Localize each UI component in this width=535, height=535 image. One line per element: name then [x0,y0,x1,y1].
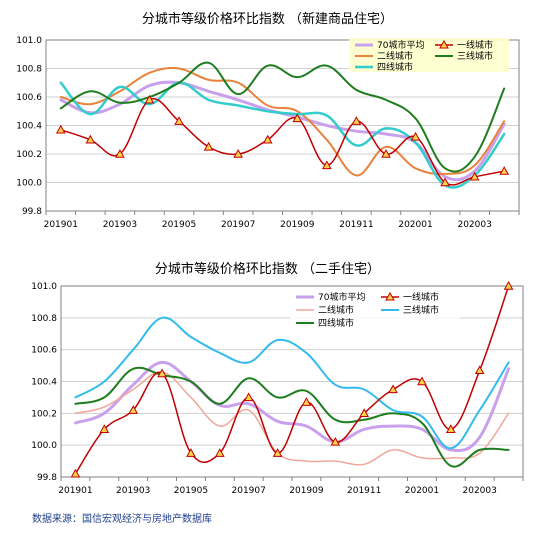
chart-1-x-tick-label: 202003 [457,220,491,230]
chart-2-y-tick-label: 99.8 [37,473,57,483]
chart-2-series-point [359,408,370,418]
chart-2-legend-marker [385,291,395,301]
chart-1-series-point [262,134,273,144]
chart-2-legend-label: 70城市平均 [318,291,365,303]
chart-2-series-point [186,448,196,457]
chart-1-series-point [410,131,421,141]
chart-1-legend-label: 四线城市 [377,61,413,73]
chart-2-series-point [301,397,312,406]
chart-2-title: 分城市等级价格环比指数 （二手住宅） [154,262,381,277]
chart-2-y-tick-label: 100.8 [31,314,57,324]
chart-1-series-point [440,177,450,187]
chart-1-series-point [144,94,155,104]
chart-1-y-tick-label: 100.2 [16,150,42,160]
chart-1-series-point [381,148,391,158]
chart-2-y-tick-label: 100.6 [31,346,57,356]
chart-2-x-tick-label: 202001 [405,486,439,496]
chart-1-x-tick-label: 201907 [221,220,255,230]
chart-2-series-point [503,280,514,290]
chart-2-legend-label: 四线城市 [318,317,354,329]
chart-1-y-tick-label: 100.8 [16,65,42,75]
chart-1-series-point [203,141,214,151]
chart-1-series-point [85,134,96,144]
chart-1-series-point [499,166,510,175]
chart-2-y-tick-label: 100.2 [31,409,57,419]
chart-2-series-point [330,436,341,446]
chart-2-x-tick-label: 201907 [232,486,266,496]
chart-2-legend-label: 一线城市 [403,291,439,303]
chart-1-legend-label: 一线城市 [457,39,493,51]
chart-2-x-tick-label: 201903 [116,486,150,496]
chart-1-series-line-4 [59,61,506,173]
chart-1-x-tick-label: 201901 [44,220,78,230]
chart-1-series-line-2 [60,98,505,186]
chart-1-x-tick-label: 201905 [162,220,196,230]
chart-2-series-point [417,376,427,386]
source-note: 数据来源：国信宏观经济与房地产数据库 [32,514,212,525]
chart-2-series-point [128,405,139,414]
chart-1-series-line-5 [59,81,506,189]
chart-2-x-tick-label: 201905 [174,486,208,496]
chart-1-y-tick-label: 101.0 [16,36,42,46]
chart-1-y-tick-label: 100.4 [16,122,42,132]
chart-2-series-point [157,368,167,378]
chart-2-series-point [70,468,81,478]
chart-2-series-point [99,424,110,433]
chart-1-series-point [351,116,362,125]
chart-2-x-tick-label: 201911 [347,486,381,496]
chart-2-y-tick-label: 100.0 [31,441,57,451]
chart-1-x-tick-label: 201903 [103,220,137,230]
chart-2-x-tick-label: 201901 [58,486,92,496]
chart-1-x-tick-label: 201909 [280,220,315,230]
chart-2-y-tick-label: 101.0 [31,282,57,292]
chart-2-series-point [214,448,225,457]
chart-1-x-tick-label: 201911 [339,220,373,230]
chart-1-title: 分城市等级价格环比指数 （新建商品住宅） [141,12,394,27]
chart-2-series-point [272,448,283,457]
chart-1-y-tick-label: 100.0 [16,179,42,189]
chart-2-x-tick-label: 202003 [463,486,497,496]
chart-2-series-point [243,392,254,402]
chart-1-legend-label: 三线城市 [457,50,493,62]
chart-1-y-tick-label: 99.8 [22,207,42,217]
chart-2-legend-label: 三线城市 [403,304,439,316]
chart-1-y-tick-label: 100.6 [16,93,42,103]
chart-2-series-line-5 [74,366,510,468]
chart-1-x-tick-label: 202001 [398,220,432,230]
chart-2-legend-box [290,290,460,334]
chart-2-series-line-1 [73,360,511,453]
chart-2-series-line-3 [74,371,510,466]
chart-1-legend-label: 二线城市 [377,50,413,62]
chart-2-series-point [445,424,456,433]
chart-1-legend-marker [439,39,449,49]
chart-1-series-point [115,148,125,158]
chart-1-legend-box [349,38,509,72]
chart-1-series-point [174,116,184,125]
chart-2-legend-label: 二线城市 [318,304,354,316]
chart-1-series-point [55,124,66,134]
chart-1-series-point [321,160,332,170]
chart-1-series-point [292,113,303,123]
chart-2-series-point [474,365,485,375]
chart-1-legend-label: 70城市平均 [377,39,424,51]
chart-2-series-line-2 [74,285,510,475]
chart-2-x-tick-label: 201909 [289,486,324,496]
chart-2-series-line-4 [74,316,510,450]
chart-2-series-point [388,384,398,394]
chart-2-y-tick-label: 100.4 [31,378,57,388]
chart-1-series-point [469,171,480,181]
chart-1-series-line-3 [59,67,506,177]
chart-1-series-point [233,148,244,158]
